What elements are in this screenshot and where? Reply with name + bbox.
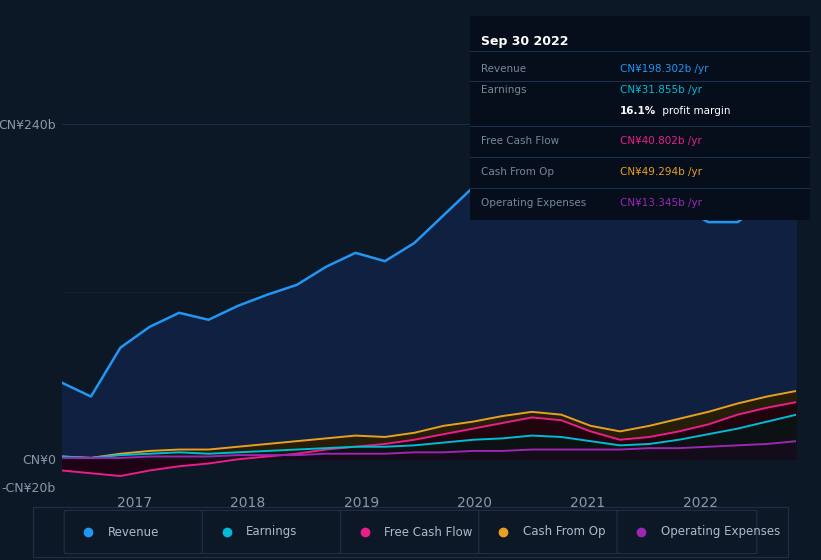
Text: CN¥198.302b /yr: CN¥198.302b /yr — [620, 64, 709, 74]
Text: Earnings: Earnings — [480, 85, 526, 95]
Text: Cash From Op: Cash From Op — [523, 525, 605, 539]
Text: Earnings: Earnings — [246, 525, 297, 539]
Text: Free Cash Flow: Free Cash Flow — [480, 137, 559, 146]
Text: CN¥13.345b /yr: CN¥13.345b /yr — [620, 198, 702, 208]
FancyBboxPatch shape — [341, 510, 480, 554]
Text: CN¥49.294b /yr: CN¥49.294b /yr — [620, 167, 702, 177]
Text: CN¥40.802b /yr: CN¥40.802b /yr — [620, 137, 701, 146]
Text: Operating Expenses: Operating Expenses — [480, 198, 586, 208]
Text: CN¥31.855b /yr: CN¥31.855b /yr — [620, 85, 702, 95]
Text: profit margin: profit margin — [658, 106, 730, 116]
Text: Revenue: Revenue — [108, 525, 159, 539]
FancyBboxPatch shape — [203, 510, 342, 554]
FancyBboxPatch shape — [64, 510, 204, 554]
Text: Sep 30 2022: Sep 30 2022 — [480, 35, 568, 48]
Text: Revenue: Revenue — [480, 64, 525, 74]
Text: Cash From Op: Cash From Op — [480, 167, 553, 177]
FancyBboxPatch shape — [617, 510, 757, 554]
Text: Free Cash Flow: Free Cash Flow — [384, 525, 473, 539]
Text: Operating Expenses: Operating Expenses — [661, 525, 780, 539]
FancyBboxPatch shape — [479, 510, 618, 554]
Text: 16.1%: 16.1% — [620, 106, 656, 116]
